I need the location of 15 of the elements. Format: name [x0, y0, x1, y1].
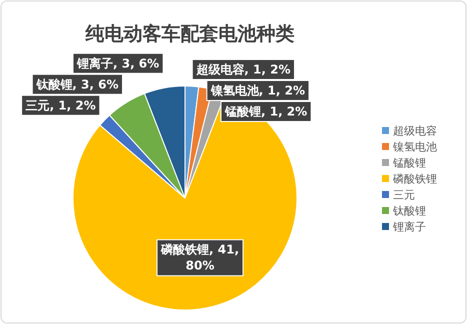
data-label: 超级电容, 1, 2%	[195, 62, 291, 77]
legend-label: 三元	[393, 188, 415, 202]
legend-label: 锰酸锂	[392, 156, 426, 170]
data-label: 锰酸锂, 1, 2%	[224, 104, 308, 119]
data-label: 三元, 1, 2%	[26, 98, 96, 112]
legend-label: 镍氢电池	[392, 140, 437, 154]
legend-label: 钛酸锂	[392, 204, 426, 218]
legend-label: 超级电容	[393, 124, 437, 138]
data-label: 锂离子, 3, 6%	[76, 56, 160, 70]
data-label: 钛酸锂, 3, 6%	[35, 77, 119, 92]
chart-title: 纯电动客车配套电池种类	[84, 23, 294, 45]
data-label: 镍氢电池, 1, 2%	[210, 84, 306, 98]
legend-label: 磷酸铁锂	[392, 172, 437, 186]
legend-label: 锂离子	[392, 220, 426, 234]
data-label: 磷酸铁锂, 41, 80%	[160, 242, 240, 273]
